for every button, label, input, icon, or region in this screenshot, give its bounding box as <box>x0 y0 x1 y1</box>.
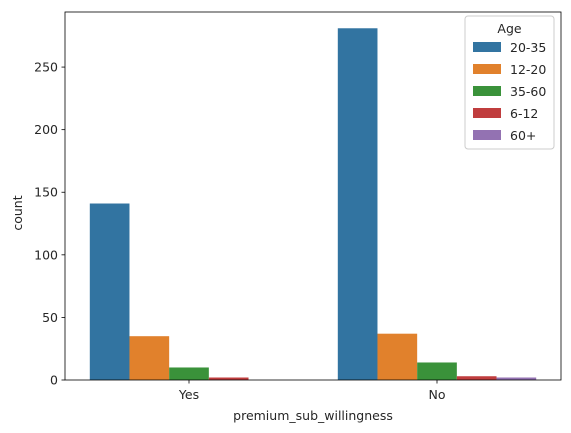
y-tick-label-200: 200 <box>34 122 58 137</box>
y-axis-label: count <box>10 195 25 230</box>
bar-60+-No <box>496 377 537 380</box>
x-tick-label-Yes: Yes <box>178 387 199 402</box>
x-axis-label: premium_sub_willingness <box>233 408 393 423</box>
legend-title: Age <box>497 21 521 36</box>
legend: Age 20-35 12-20 35-60 6-12 60+ <box>464 15 555 150</box>
legend-swatch-20-35 <box>473 42 501 52</box>
legend-label-12-20: 12-20 <box>510 62 546 77</box>
legend-label-35-60: 35-60 <box>510 84 546 99</box>
legend-label-60+: 60+ <box>510 128 536 143</box>
x-tick-label-No: No <box>429 387 446 402</box>
y-tick-label-150: 150 <box>34 185 58 200</box>
legend-label-6-12: 6-12 <box>510 106 538 121</box>
bar-12-20-No <box>377 333 418 380</box>
bar-20-35-Yes <box>89 203 130 380</box>
plot-frame <box>64 11 562 381</box>
bar-20-35-No <box>337 28 378 381</box>
y-tick-label-50: 50 <box>42 310 58 325</box>
legend-label-20-35: 20-35 <box>510 40 546 55</box>
bar-35-60-No <box>417 362 457 380</box>
bars-layer <box>89 28 537 381</box>
bar-6-12-No <box>456 376 497 380</box>
y-tick-label-0: 0 <box>50 373 58 388</box>
legend-swatch-12-20 <box>473 64 501 74</box>
legend-swatch-6-12 <box>473 108 501 118</box>
bar-12-20-Yes <box>129 336 170 380</box>
legend-swatch-60+ <box>473 130 501 140</box>
axes-layer: 0 50 100 150 200 250 Yes No <box>34 11 562 402</box>
bar-35-60-Yes <box>169 367 209 380</box>
y-tick-label-250: 250 <box>34 60 58 75</box>
y-tick-label-100: 100 <box>34 247 58 262</box>
legend-swatch-35-60 <box>473 86 501 96</box>
bar-6-12-Yes <box>208 377 249 380</box>
